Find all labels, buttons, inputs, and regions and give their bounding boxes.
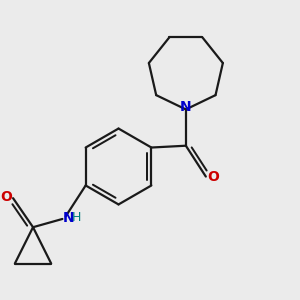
Text: O: O: [207, 169, 219, 184]
Text: N: N: [180, 100, 192, 114]
Text: N: N: [63, 211, 75, 225]
Text: H: H: [72, 212, 81, 224]
Text: O: O: [0, 190, 12, 203]
